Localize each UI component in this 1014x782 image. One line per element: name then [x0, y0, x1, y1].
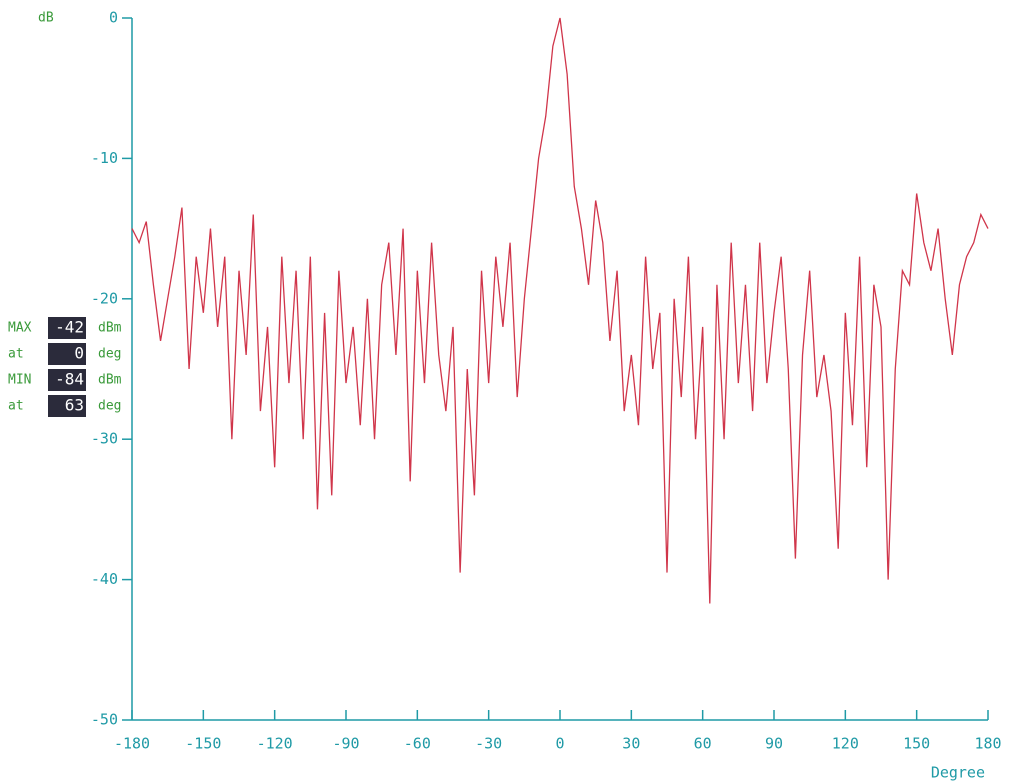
- readout-unit: dBm: [98, 321, 122, 336]
- x-tick-label: 90: [765, 735, 783, 753]
- readout-value: -42: [55, 318, 84, 337]
- readout-label: at: [8, 399, 24, 414]
- readout-box: [48, 395, 86, 417]
- y-tick-label: -30: [91, 430, 118, 448]
- y-tick-label: -10: [91, 149, 118, 167]
- x-tick-label: 150: [903, 735, 930, 753]
- readout-box: [48, 343, 86, 365]
- readout-unit: deg: [98, 347, 121, 362]
- x-tick-label: -60: [404, 735, 431, 753]
- y-tick-label: 0: [109, 9, 118, 27]
- readout-unit: deg: [98, 399, 121, 414]
- x-tick-label: 180: [974, 735, 1001, 753]
- readout-value: -84: [55, 370, 84, 389]
- x-tick-label: 120: [832, 735, 859, 753]
- x-tick-label: -150: [185, 735, 221, 753]
- x-tick-label: 60: [694, 735, 712, 753]
- x-axis-label: Degree: [931, 764, 985, 782]
- x-tick-label: -180: [114, 735, 150, 753]
- readout-label: at: [8, 347, 24, 362]
- x-tick-label: 30: [622, 735, 640, 753]
- y-axis-label: dB: [38, 11, 54, 26]
- y-tick-label: -20: [91, 289, 118, 307]
- trace: [131, 17, 989, 604]
- y-tick-label: -40: [91, 570, 118, 588]
- y-tick-label: -50: [91, 711, 118, 729]
- readout-box: [48, 369, 86, 391]
- readout-unit: dBm: [98, 373, 122, 388]
- readout-value: 63: [65, 396, 84, 415]
- readout-box: [48, 317, 86, 339]
- x-tick-label: -30: [475, 735, 502, 753]
- x-tick-label: -90: [332, 735, 359, 753]
- readout-label: MIN: [8, 373, 31, 388]
- readout-value: 0: [74, 344, 84, 363]
- readout-label: MAX: [8, 321, 32, 336]
- x-tick-label: -120: [257, 735, 293, 753]
- x-tick-label: 0: [555, 735, 564, 753]
